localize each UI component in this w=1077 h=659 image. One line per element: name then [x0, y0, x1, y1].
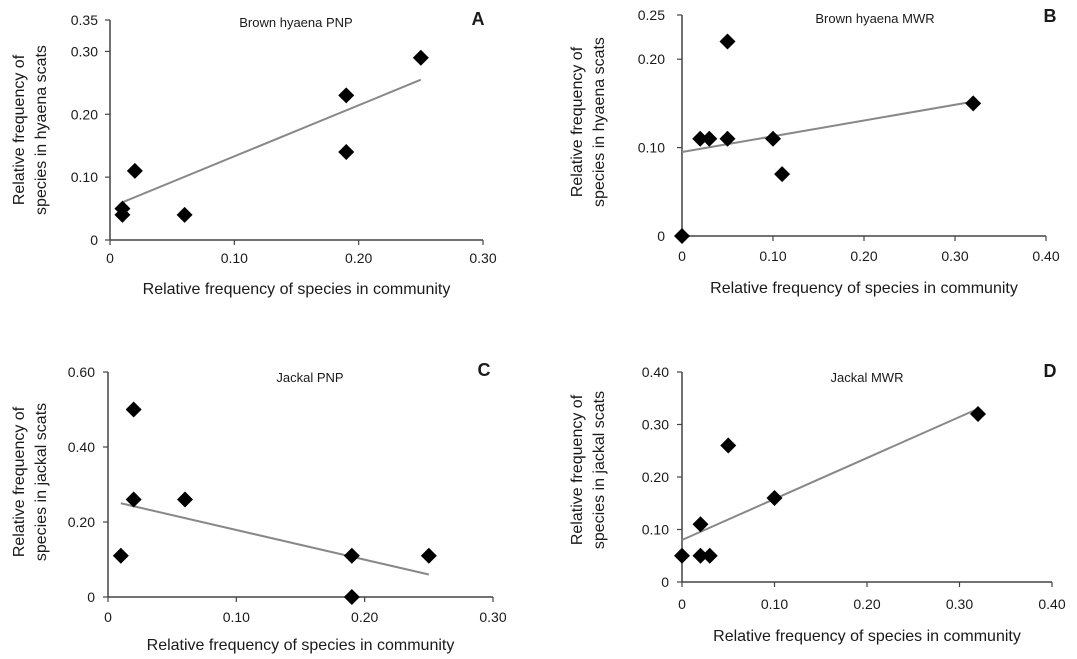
x-tick-label: 0: [106, 250, 114, 266]
data-point: [692, 130, 709, 147]
data-point: [701, 547, 718, 564]
y-axis-title-line: species in jackal scats: [591, 391, 608, 549]
data-point: [112, 547, 129, 564]
data-point: [176, 206, 193, 223]
data-point: [692, 547, 709, 564]
x-tick-label: 0.20: [853, 596, 880, 612]
x-axis-title: Relative frequency of species in communi…: [713, 628, 1021, 645]
y-tick-label: 0: [87, 589, 95, 605]
data-point: [125, 491, 142, 508]
y-tick-label: 0.20: [642, 469, 669, 485]
x-tick-label: 0.30: [469, 250, 496, 266]
x-tick-label: 0.20: [351, 609, 378, 625]
x-axis-title: Relative frequency of species in communi…: [147, 637, 455, 654]
y-axis-title-line: species in jackal scats: [33, 403, 50, 561]
x-tick-label: 0.40: [1032, 248, 1059, 264]
panel-c: 0 0.10 0.20 0.30 0 0.20 0.40 0.60 Jackal PNP C Rel…: [11, 360, 507, 654]
data-point: [766, 490, 783, 506]
x-tick-label: 0.20: [850, 248, 877, 264]
data-point: [674, 228, 690, 244]
data-point: [719, 130, 736, 147]
panel-title: Brown hyaena PNP: [239, 15, 352, 30]
x-tick-label: 0.10: [759, 248, 786, 264]
panel-letter: C: [478, 360, 491, 380]
data-point: [343, 589, 360, 605]
y-tick-label: 0.60: [68, 364, 95, 380]
panel-letter: B: [1044, 6, 1057, 26]
data-point: [965, 95, 982, 112]
panel-a: 0 0.10 0.20 0.30 0 0.10 0.20 0.30 0.35 Brown hyae…: [11, 9, 497, 298]
y-tick-label: 0.20: [638, 51, 665, 67]
trend-line: [122, 78, 422, 204]
data-point: [674, 547, 690, 564]
y-axis-title-line: Relative frequency of: [11, 406, 28, 557]
y-tick-label: 0.20: [68, 514, 95, 530]
data-point: [343, 547, 360, 564]
y-tick-label: 0.10: [638, 140, 665, 156]
x-tick-label: 0.10: [221, 250, 248, 266]
data-point: [114, 206, 131, 223]
y-tick-label: 0.40: [642, 364, 669, 380]
data-point: [719, 33, 736, 50]
y-axis-title-line: species in hyaena scats: [33, 45, 50, 215]
panel-letter: A: [472, 9, 485, 29]
data-point: [338, 87, 355, 104]
x-tick-label: 0.30: [946, 596, 973, 612]
panel-title: Brown hyaena MWR: [815, 11, 934, 26]
data-point: [720, 437, 737, 454]
x-tick-label: 0.10: [223, 609, 250, 625]
y-axis-title-line: species in hyaena scats: [591, 37, 608, 207]
y-tick-label: 0.35: [71, 12, 98, 28]
trend-line: [120, 502, 430, 576]
x-tick-label: 0: [678, 596, 686, 612]
x-tick-label: 0.30: [941, 248, 968, 264]
trend-line: [681, 407, 979, 541]
x-tick-label: 0.20: [345, 250, 372, 266]
data-point: [177, 491, 193, 508]
data-point: [125, 401, 142, 418]
y-tick-label: 0.10: [71, 169, 98, 185]
y-tick-label: 0: [661, 574, 669, 590]
data-point: [420, 547, 437, 564]
data-point: [126, 162, 143, 179]
y-axis-title-line: Relative frequency of: [11, 54, 28, 205]
panel-title: Jackal PNP: [276, 370, 343, 385]
data-point: [692, 516, 709, 533]
y-axis-title-line: Relative frequency of: [569, 46, 586, 197]
y-tick-label: 0.10: [642, 522, 669, 538]
data-point: [701, 130, 718, 147]
data-point: [765, 130, 781, 147]
panel-letter: D: [1044, 361, 1057, 381]
x-tick-label: 0.40: [1038, 596, 1065, 612]
data-point: [412, 49, 429, 66]
x-tick-label: 0.10: [761, 596, 788, 612]
data-point: [970, 406, 986, 422]
data-point: [774, 166, 791, 183]
y-tick-label: 0.20: [71, 106, 98, 122]
panel-title: Jackal MWR: [831, 370, 904, 385]
y-tick-label: 0.40: [68, 439, 95, 455]
data-point: [338, 144, 355, 160]
x-axis-title: Relative frequency of species in communi…: [143, 281, 451, 298]
panel-b: 0 0.10 0.20 0.30 0.40 0 0.10 0.20 0.25 Brown hyae…: [569, 6, 1060, 297]
y-tick-label: 0.30: [642, 417, 669, 433]
x-tick-label: 0: [104, 609, 112, 625]
y-tick-label: 0.30: [71, 43, 98, 59]
y-axis-title-line: Relative frequency of: [569, 394, 586, 545]
y-tick-label: 0.25: [638, 7, 665, 23]
y-tick-label: 0: [90, 232, 98, 248]
y-tick-label: 0: [657, 228, 665, 244]
x-tick-label: 0: [678, 248, 686, 264]
panel-d: 0 0.10 0.20 0.30 0.40 0 0.10 0.20 0.30 0.40 Jackal…: [569, 361, 1066, 645]
x-tick-label: 0.30: [479, 609, 506, 625]
x-axis-title: Relative frequency of species in communi…: [710, 280, 1018, 297]
